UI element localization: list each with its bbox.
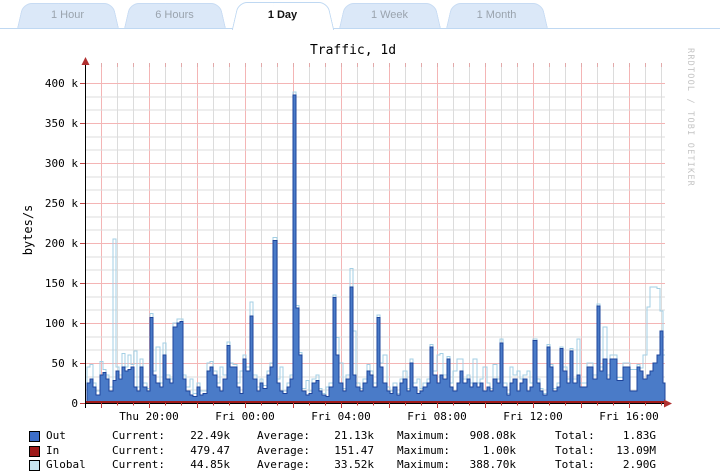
svg-text:50 k: 50 k [52, 357, 79, 370]
svg-text:200 k: 200 k [45, 237, 78, 250]
tab-1-week-label: 1 Week [370, 9, 409, 21]
tick-marks-layer [80, 63, 662, 408]
svg-text:250 k: 250 k [45, 197, 78, 210]
tabbar-underline [0, 28, 720, 29]
grid-layer [85, 63, 665, 403]
svg-text:0: 0 [71, 397, 78, 410]
tab-1-day[interactable]: 1 Day [229, 2, 336, 30]
tab-1-hour-label: 1 Hour [50, 9, 85, 21]
axes-layer [81, 57, 672, 408]
series-layer [85, 91, 666, 404]
y-tick-labels: 400 k 350 k 300 k 250 k 200 k 150 k 100 … [45, 77, 78, 410]
svg-text:Fri 16:00: Fri 16:00 [599, 410, 659, 423]
svg-text:Fri 08:00: Fri 08:00 [407, 410, 467, 423]
tab-1-day-label: 1 Day [267, 9, 298, 21]
y-axis-label: bytes/s [21, 205, 35, 256]
x-axis-arrow [664, 399, 672, 408]
svg-text:150 k: 150 k [45, 277, 78, 290]
tab-1-week[interactable]: 1 Week [336, 3, 443, 28]
tab-1-hour[interactable]: 1 Hour [14, 3, 121, 28]
svg-text:400 k: 400 k [45, 77, 78, 90]
svg-text:100 k: 100 k [45, 317, 78, 330]
svg-text:350 k: 350 k [45, 117, 78, 130]
tab-6-hours[interactable]: 6 Hours [121, 3, 228, 28]
tab-1-month-label: 1 Month [476, 9, 517, 21]
time-range-tabbar: 1 Hour 6 Hours 1 Day 1 Week 1 Month [0, 0, 720, 30]
y-axis-arrow [81, 57, 90, 65]
svg-text:Fri 04:00: Fri 04:00 [311, 410, 371, 423]
svg-text:Fri 12:00: Fri 12:00 [503, 410, 563, 423]
svg-text:Fri 00:00: Fri 00:00 [215, 410, 275, 423]
tab-1-month[interactable]: 1 Month [443, 3, 550, 28]
svg-text:Thu 20:00: Thu 20:00 [119, 410, 179, 423]
series-in-line [85, 401, 665, 403]
svg-text:300 k: 300 k [45, 157, 78, 170]
rrdtool-watermark: RRDTOOL / TOBI OETIKER [685, 48, 695, 187]
series-global-line [85, 91, 665, 404]
x-tick-labels: Thu 20:00 Fri 00:00 Fri 04:00 Fri 08:00 … [119, 410, 659, 423]
tab-6-hours-label: 6 Hours [155, 9, 194, 21]
series-out-area [85, 94, 666, 404]
graph-title: Traffic, 1d [310, 43, 396, 58]
